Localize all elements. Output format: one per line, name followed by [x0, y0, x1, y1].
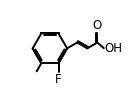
- Text: OH: OH: [104, 42, 122, 55]
- Text: F: F: [55, 73, 62, 86]
- Text: O: O: [93, 19, 102, 32]
